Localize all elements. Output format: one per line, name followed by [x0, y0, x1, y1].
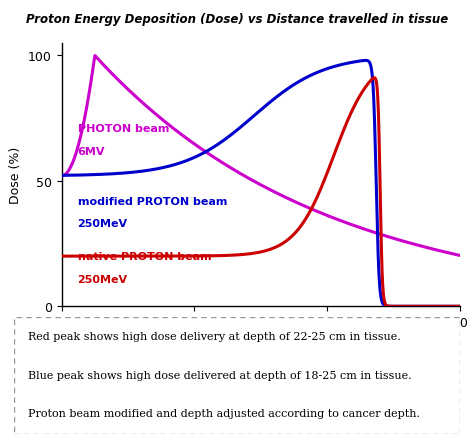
Text: Proton Energy Deposition (Dose) vs Distance travelled in tissue: Proton Energy Deposition (Dose) vs Dista… [26, 13, 448, 26]
Text: Red peak shows high dose delivery at depth of 22-25 cm in tissue.: Red peak shows high dose delivery at dep… [27, 332, 401, 342]
Text: 6MV: 6MV [78, 146, 105, 156]
Y-axis label: Dose (%): Dose (%) [9, 147, 22, 204]
Text: native PROTON beam: native PROTON beam [78, 251, 211, 261]
Text: Blue peak shows high dose delivered at depth of 18-25 cm in tissue.: Blue peak shows high dose delivered at d… [27, 370, 411, 380]
Text: PHOTON beam: PHOTON beam [78, 124, 169, 134]
Text: Proton beam modified and depth adjusted according to cancer depth.: Proton beam modified and depth adjusted … [27, 408, 419, 418]
Text: 250MeV: 250MeV [78, 219, 128, 229]
Text: 250MeV: 250MeV [78, 274, 128, 284]
FancyBboxPatch shape [14, 318, 460, 434]
Text: modified PROTON beam: modified PROTON beam [78, 197, 227, 206]
X-axis label: Depth in Tissue (cm): Depth in Tissue (cm) [196, 335, 326, 348]
